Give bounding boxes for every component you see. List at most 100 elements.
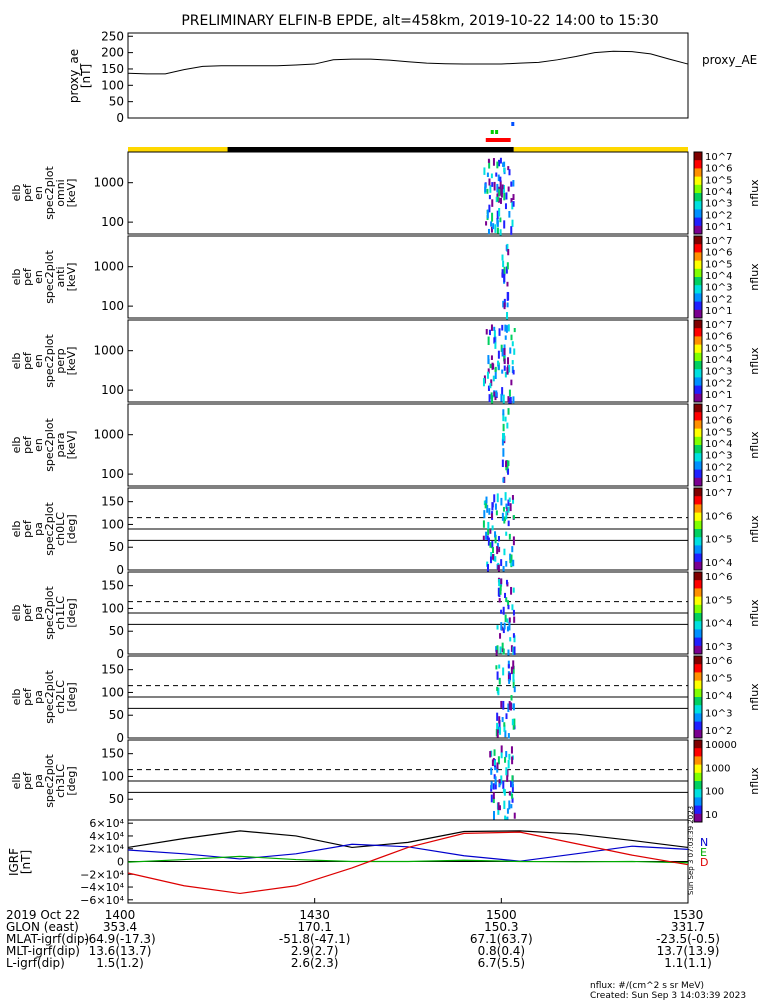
igrf-series-line [127, 855, 689, 864]
footer-value: -23.5(-0.5) [656, 932, 720, 946]
spectrogram-cell [491, 395, 494, 404]
spectrogram-cell [498, 208, 501, 217]
colorbar-segment [694, 412, 702, 421]
colorbar-tick-label: 10000 [705, 740, 737, 751]
spectrogram-cell [487, 528, 490, 536]
spectrogram-cell [492, 554, 495, 560]
spectrogram-cell [511, 201, 514, 210]
colorbar-segment [694, 572, 702, 581]
spectrogram-cell [504, 756, 507, 763]
colorbar-label: nflux [748, 431, 761, 459]
spectrogram-cell [509, 702, 512, 711]
colorbar-segment [694, 553, 702, 563]
spectrogram-cell [491, 502, 494, 511]
spectrogram-cell [505, 503, 508, 509]
spectrogram-cell [500, 393, 503, 402]
spectrogram-cell [502, 423, 505, 432]
spectrogram-panel-pa_spec_ch2: 150 100 50 0 elbpefpaspec2plotch2LC[deg] 10^6… [10, 655, 761, 745]
footer-value: 0.8(0.4) [478, 944, 526, 958]
spectrogram-cell [497, 364, 500, 370]
spectrogram-cell [486, 504, 489, 513]
footer-value: 1530 [673, 908, 704, 922]
spectrogram-cell [505, 597, 508, 602]
colorbar-segment [694, 529, 702, 538]
spectrogram-cell [500, 622, 503, 631]
colorbar-segment [694, 748, 702, 757]
proxy-ae-series-line [127, 50, 689, 75]
spectrogram-cell [510, 379, 513, 386]
spectrogram-cell [508, 672, 511, 681]
spectrogram-cell [496, 712, 499, 721]
spectrogram-cell [498, 188, 501, 197]
spectrogram-cell [509, 637, 512, 642]
colorbar-segment [694, 729, 702, 739]
colorbar-segment [694, 645, 702, 655]
spectrogram-cell [512, 201, 515, 207]
spectrogram-cell [512, 515, 515, 520]
spectrogram-cell [497, 536, 500, 542]
spectrogram-cell [498, 716, 501, 724]
spectrogram-cell [506, 618, 509, 623]
footer-row-label: GLON (east) [6, 920, 79, 934]
spectrogram-cell [496, 671, 499, 680]
spectrogram-cell [496, 183, 499, 193]
tick-label: 100 [101, 299, 124, 313]
colorbar-segment [694, 588, 702, 598]
spectrogram-cell [487, 537, 490, 546]
spectrogram-cell [511, 718, 514, 726]
spectrogram-cell [502, 300, 505, 308]
spectrogram-cell [506, 808, 509, 814]
spectrogram-cell [509, 558, 512, 564]
colorbar-tick-label: 100 [705, 787, 724, 798]
spectrogram-cell [503, 266, 506, 276]
spectrogram-cell [512, 180, 515, 187]
spectrogram-cell [499, 197, 502, 204]
spectrogram-cell [490, 781, 493, 789]
spectrogram-cell [498, 579, 501, 587]
spectrogram-cell [500, 559, 503, 567]
spectrogram-cell [512, 720, 515, 730]
spectrogram-cell [496, 493, 499, 503]
spectrogram-cell [491, 541, 494, 549]
colorbar-segment [694, 604, 702, 614]
tick-label: 1000 [93, 428, 124, 442]
spectrogram-cell [501, 642, 504, 649]
colorbar-tick-label: 10^4 [705, 187, 732, 198]
proxy-ae-tick-label: 250 [101, 29, 124, 43]
spectrogram-cell [503, 358, 506, 365]
spectrogram-cell [510, 695, 513, 701]
spectrogram-cell [502, 260, 505, 268]
spectrogram-cell [494, 503, 497, 510]
colorbar-tick-label: 10^6 [705, 164, 732, 175]
spectrogram-cell [494, 765, 497, 771]
footer-value: 331.7 [671, 920, 705, 934]
spectrogram-cell [496, 729, 499, 738]
spectrogram-cell [493, 391, 496, 397]
colorbar-tick-label: 10^3 [705, 283, 732, 294]
spectrogram-cell [504, 335, 507, 340]
spectrogram-cell [508, 617, 511, 623]
spectrogram-cell [495, 649, 498, 659]
colorbar-segment [694, 797, 702, 807]
colorbar-segment [694, 537, 702, 546]
colorbar-segment [694, 244, 702, 253]
spectrogram-cell [489, 751, 492, 758]
tick-label: 150 [101, 579, 124, 593]
footer-value: 1.1(1.1) [664, 956, 712, 970]
spectrogram-cell [503, 724, 506, 732]
spectrogram-cell [507, 186, 510, 192]
spectrogram-cell [489, 363, 492, 369]
spectrogram-cell [504, 730, 507, 738]
spectrogram-cell [508, 389, 511, 397]
spectrogram-cell [488, 159, 491, 169]
spectrogram-cell [507, 408, 510, 415]
spectrogram-cell [502, 648, 505, 655]
footer-value: 67.1(63.7) [470, 932, 533, 946]
spectrogram-cell [490, 767, 493, 775]
spectrogram-cell [485, 531, 488, 540]
colorbar-segment [694, 277, 702, 286]
spectrogram-cell [490, 226, 493, 233]
colorbar-segment [694, 721, 702, 731]
spectrogram-cell [494, 534, 497, 544]
spectrogram-cell [498, 328, 501, 336]
